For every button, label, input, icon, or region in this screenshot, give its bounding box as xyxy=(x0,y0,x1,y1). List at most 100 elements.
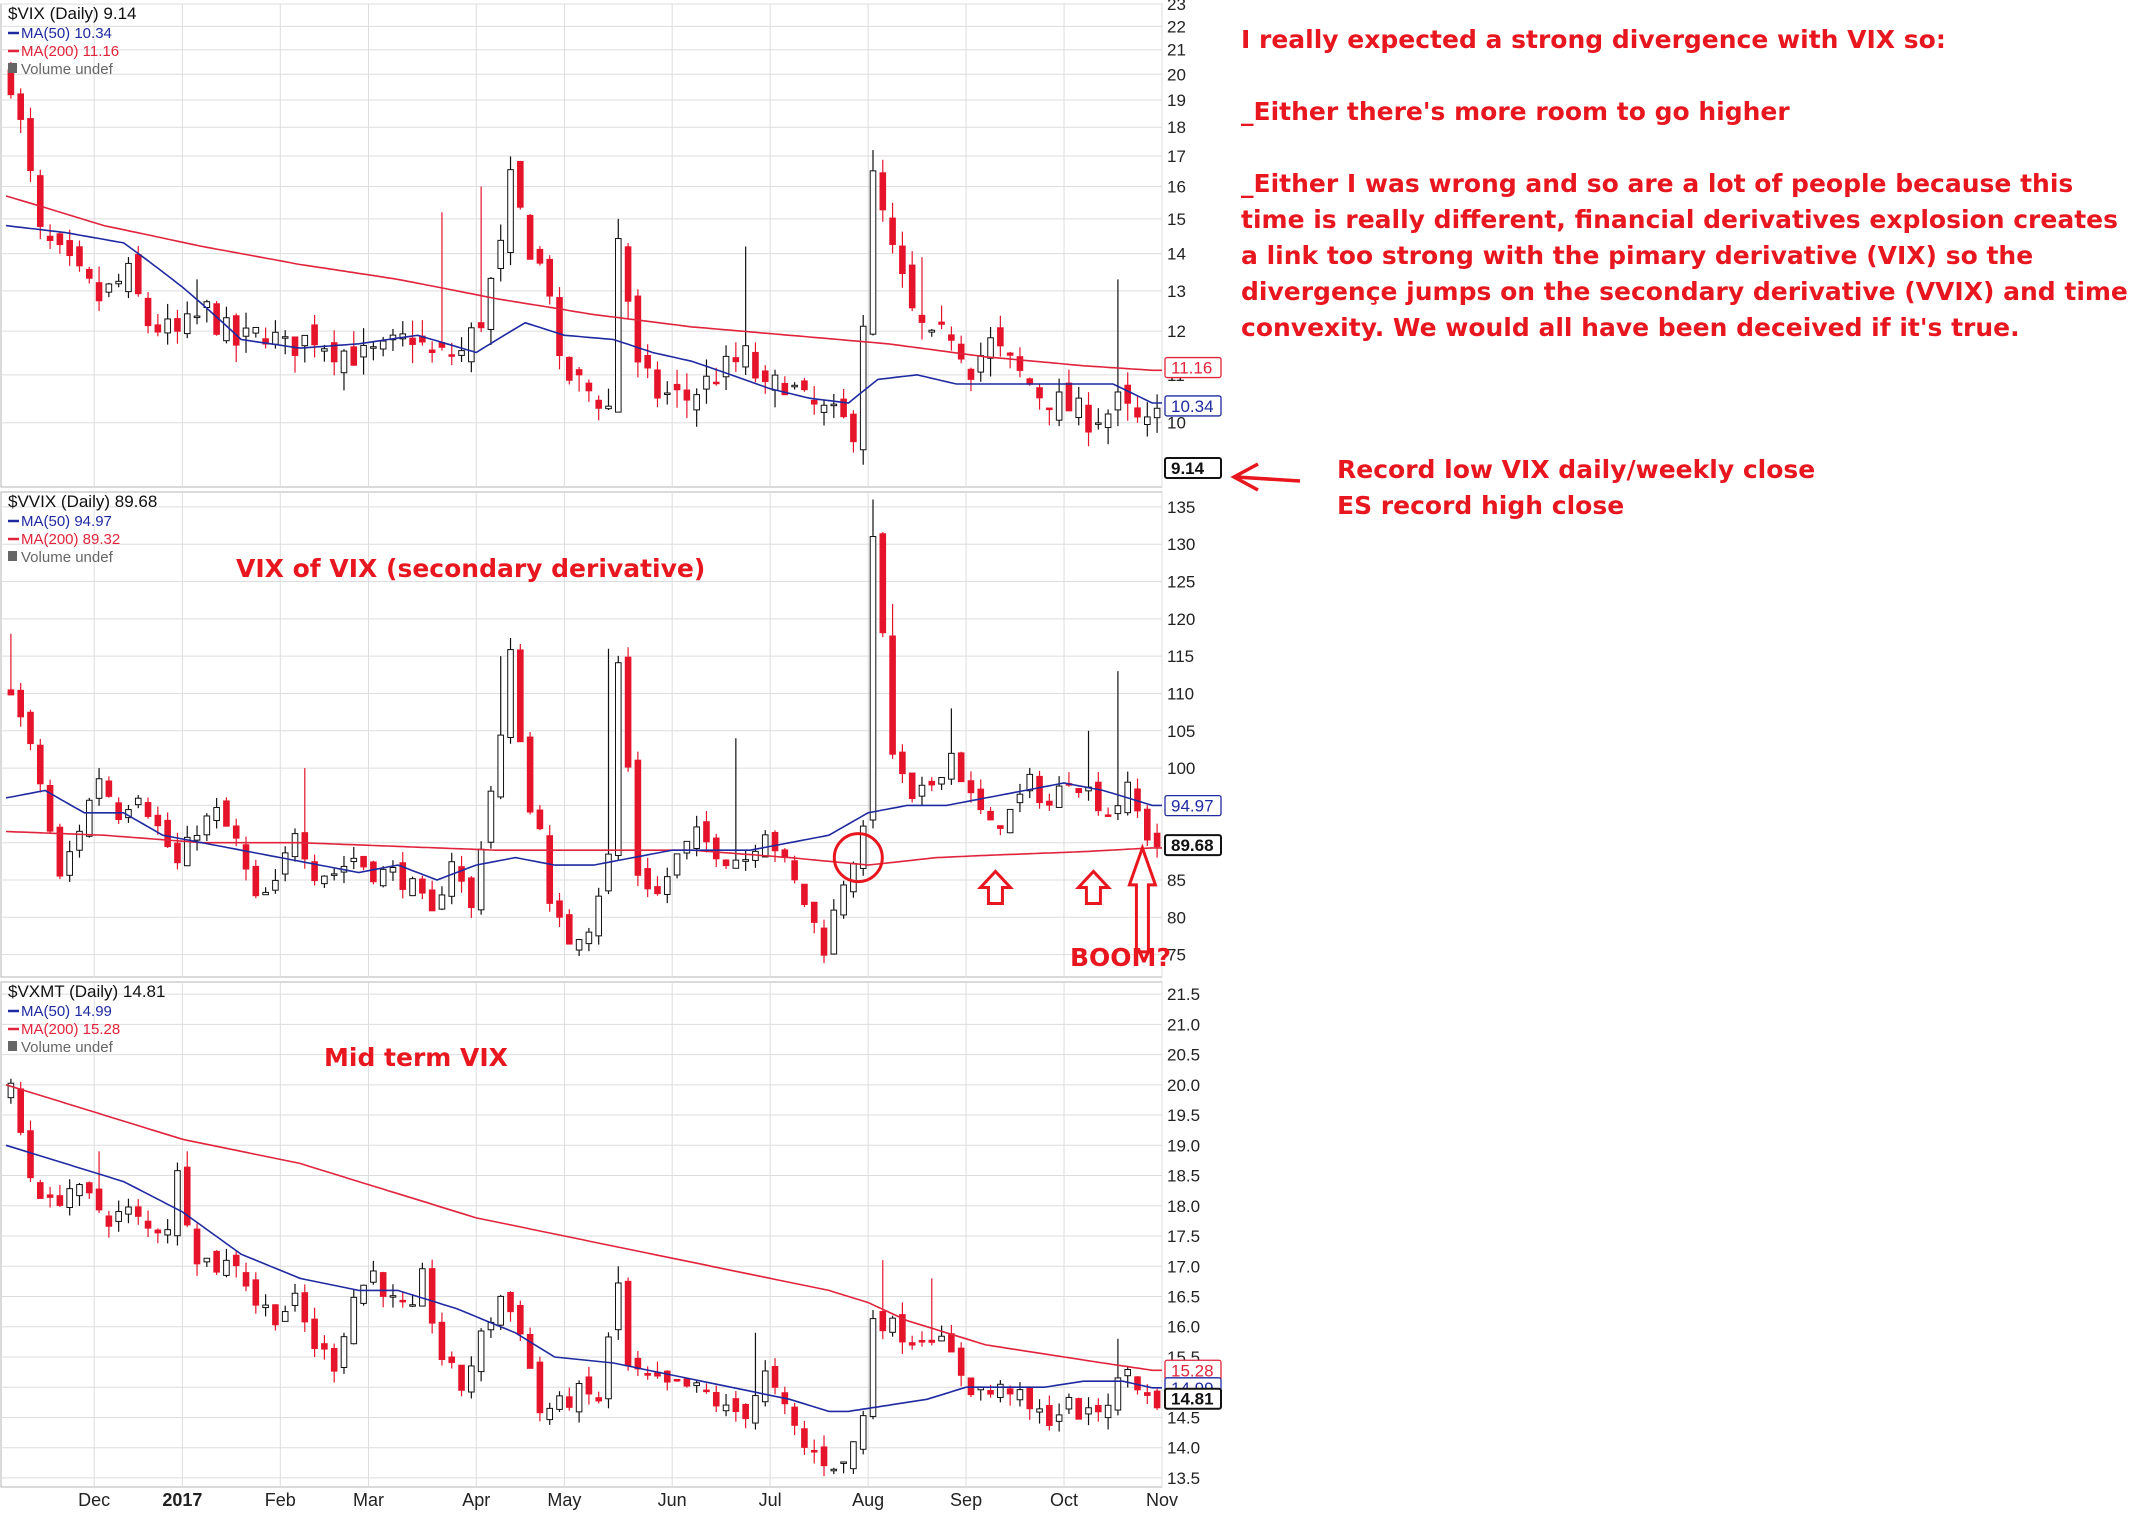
legend-entry: Volume undef xyxy=(21,1039,114,1056)
x-tick-label: Dec xyxy=(78,1490,110,1510)
candle-body xyxy=(311,1318,318,1349)
candle-body xyxy=(850,862,857,893)
candle-body xyxy=(115,1211,122,1222)
candle-body xyxy=(526,1333,534,1369)
y-tick-label: 21 xyxy=(1167,41,1186,60)
candle-body xyxy=(585,931,593,945)
candle-body xyxy=(193,315,201,319)
candle-body xyxy=(703,375,710,390)
candle-body xyxy=(830,909,838,955)
price-label-box xyxy=(1164,794,1222,817)
panel-title: $VXMT (Daily) 14.81 xyxy=(8,982,165,1001)
candle-body xyxy=(605,405,612,410)
candle-body xyxy=(223,1259,230,1276)
candle-body xyxy=(840,1461,847,1464)
candle-body xyxy=(477,1330,485,1373)
candle-body xyxy=(428,889,436,912)
candle-body xyxy=(438,894,446,910)
candle-body xyxy=(566,356,573,381)
candle-body xyxy=(311,324,318,346)
candle-body xyxy=(918,314,926,323)
candle-body xyxy=(1104,1404,1112,1419)
candle-body xyxy=(614,1282,622,1331)
candle-body xyxy=(301,832,309,860)
candle-body xyxy=(27,118,34,172)
x-tick-label: Jul xyxy=(759,1490,782,1510)
candle-body xyxy=(683,840,691,854)
candle-body xyxy=(272,879,279,891)
candle-body xyxy=(987,810,994,821)
candle-body xyxy=(281,336,289,339)
candle-body xyxy=(566,1396,573,1408)
candle-body xyxy=(1153,407,1161,419)
y-tick-label: 75 xyxy=(1167,946,1186,965)
candle-body xyxy=(223,317,230,342)
candle-body xyxy=(1085,1407,1092,1415)
y-tick-label: 80 xyxy=(1167,908,1186,927)
candle-body xyxy=(517,1304,524,1335)
y-tick-label: 22 xyxy=(1167,17,1186,36)
vvix-annotation: VIX of VIX (secondary derivative) xyxy=(236,554,705,583)
arrow-shaft xyxy=(1235,475,1301,483)
candle-body xyxy=(144,802,152,817)
candle-body xyxy=(1075,788,1083,794)
price-label: 94.97 xyxy=(1171,797,1214,816)
candle-body xyxy=(683,1378,691,1387)
candle-body xyxy=(399,862,407,890)
ma50-line xyxy=(5,224,1162,404)
candle-body xyxy=(477,848,485,911)
ma200-line xyxy=(5,195,1162,372)
y-tick-label: 14.0 xyxy=(1167,1439,1200,1458)
candle-body xyxy=(722,1404,730,1412)
candle-body xyxy=(771,831,779,852)
y-tick-label: 16.0 xyxy=(1167,1318,1200,1337)
y-tick-label: 100 xyxy=(1167,759,1195,778)
candle-body xyxy=(105,1215,113,1227)
candle-body xyxy=(614,238,622,413)
candle-body xyxy=(281,1311,289,1322)
candle-body xyxy=(389,866,397,873)
candle-body xyxy=(17,1088,24,1133)
candle-body xyxy=(428,349,436,353)
candle-body xyxy=(56,1195,64,1206)
candle-series xyxy=(7,1078,1161,1477)
up-arrow-icon xyxy=(1074,869,1112,905)
candle-body xyxy=(85,1182,93,1194)
candle-body xyxy=(134,797,142,806)
candle-body xyxy=(967,780,975,794)
candle-body xyxy=(1075,397,1083,419)
candle-body xyxy=(801,883,808,906)
candle-body xyxy=(1016,793,1024,804)
candle-body xyxy=(321,1343,328,1350)
y-tick-label: 19.5 xyxy=(1167,1106,1200,1125)
x-tick-label: Jun xyxy=(658,1490,687,1510)
candle-body xyxy=(869,170,877,335)
candle-body xyxy=(350,857,358,863)
candle-body xyxy=(1046,407,1053,411)
price-label-box xyxy=(1164,1387,1222,1410)
candle-body xyxy=(1026,773,1034,792)
candle-body xyxy=(330,873,338,876)
candle-body xyxy=(928,780,936,786)
price-label: 14.81 xyxy=(1171,1390,1214,1409)
candle-body xyxy=(987,337,994,359)
candle-body xyxy=(66,240,73,257)
y-tick-label: 14.5 xyxy=(1167,1408,1200,1427)
legend-entry: Volume undef xyxy=(21,61,114,78)
candle-body xyxy=(712,381,720,385)
y-tick-label: 17.5 xyxy=(1167,1227,1200,1246)
candle-body xyxy=(115,280,122,285)
candle-body xyxy=(183,1166,191,1226)
candle-body xyxy=(732,859,740,869)
candle-body xyxy=(742,1403,749,1420)
candle-body xyxy=(987,1390,994,1395)
candle-body xyxy=(1046,1404,1053,1426)
candle-body xyxy=(889,635,896,755)
candle-body xyxy=(526,736,534,813)
candle-body xyxy=(967,1377,975,1396)
candle-body xyxy=(546,1407,554,1421)
candle-body xyxy=(840,398,847,418)
candle-body xyxy=(281,852,289,875)
candle-body xyxy=(252,1279,260,1306)
candle-body xyxy=(360,855,367,868)
